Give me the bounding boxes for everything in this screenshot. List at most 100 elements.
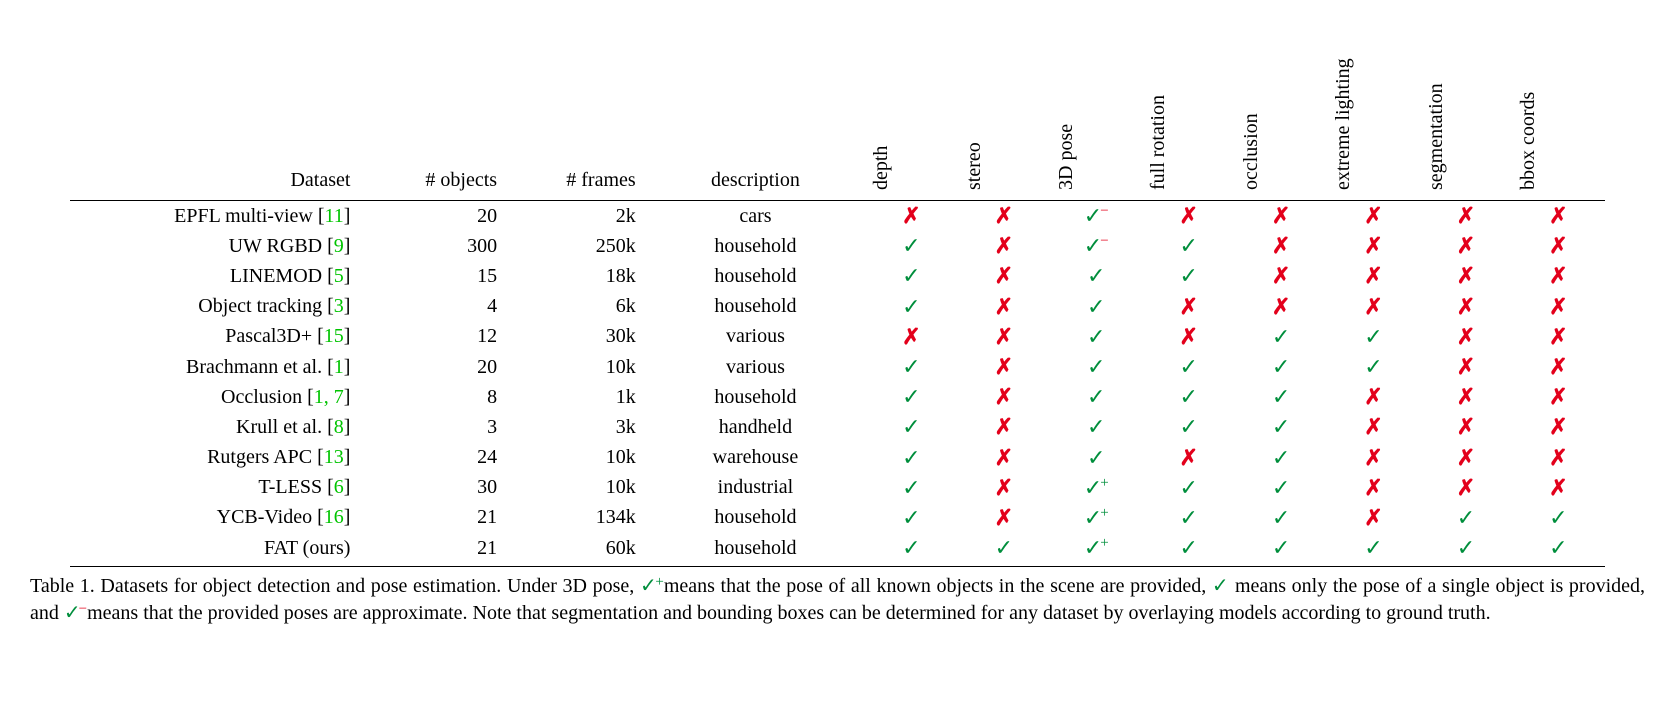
- cross-icon: ✗: [1364, 414, 1382, 439]
- table-row: Object tracking [3]46khousehold✓✗✓✗✗✗✗✗: [70, 292, 1604, 322]
- cell-mark: ✓: [1142, 412, 1234, 442]
- col-header-occlusion: occlusion: [1235, 20, 1327, 201]
- cell-mark: ✗: [958, 352, 1050, 382]
- cell-mark: ✗: [1512, 261, 1604, 291]
- check-icon: ✓: [1179, 505, 1197, 530]
- cross-icon: ✗: [1457, 445, 1475, 470]
- cell-description: cars: [646, 201, 866, 232]
- cell-dataset: Pascal3D+ [15]: [70, 322, 368, 352]
- cell-description: various: [646, 322, 866, 352]
- cell-mark: ✗: [958, 503, 1050, 533]
- check-icon: ✓: [1087, 445, 1105, 470]
- cell-objects: 20: [368, 201, 507, 232]
- caption-text-1: Datasets for object detection and pose e…: [100, 575, 640, 597]
- caption-text-4: means that the provided poses are approx…: [87, 602, 1491, 624]
- cell-mark: ✗: [1142, 292, 1234, 322]
- cell-frames: 134k: [507, 503, 646, 533]
- cross-icon: ✗: [995, 233, 1013, 258]
- cell-mark: ✗: [1142, 322, 1234, 352]
- cell-description: household: [646, 292, 866, 322]
- check-icon: ✓: [1364, 535, 1382, 560]
- cell-mark: ✗: [958, 231, 1050, 261]
- cross-icon: ✗: [1457, 414, 1475, 439]
- cell-description: household: [646, 533, 866, 567]
- cell-mark: ✓: [1327, 533, 1419, 567]
- cell-mark: ✗: [865, 322, 957, 352]
- cell-mark: ✗: [958, 261, 1050, 291]
- check-icon: ✓: [1272, 505, 1290, 530]
- cross-icon: ✗: [1549, 475, 1567, 500]
- cell-mark: ✗: [1420, 322, 1512, 352]
- cell-mark: ✗: [1420, 412, 1512, 442]
- cell-mark: ✓+: [1050, 473, 1142, 503]
- plus-superscript: +: [1100, 505, 1108, 521]
- plus-superscript: +: [1100, 535, 1108, 551]
- cross-icon: ✗: [1549, 354, 1567, 379]
- col-header-extreme-lighting: extreme lighting: [1327, 20, 1419, 201]
- cell-frames: 10k: [507, 473, 646, 503]
- cell-frames: 250k: [507, 231, 646, 261]
- col-header-depth: depth: [865, 20, 957, 201]
- cell-dataset: FAT (ours): [70, 533, 368, 567]
- cross-icon: ✗: [1549, 203, 1567, 228]
- comparison-table-container: Dataset # objects # frames description d…: [30, 20, 1645, 567]
- cross-icon: ✗: [995, 324, 1013, 349]
- cell-objects: 24: [368, 443, 507, 473]
- cell-mark: ✗: [958, 201, 1050, 232]
- cell-mark: ✗: [1327, 201, 1419, 232]
- cell-mark: ✗: [1327, 443, 1419, 473]
- cell-mark: ✓+: [1050, 503, 1142, 533]
- cross-icon: ✗: [1179, 445, 1197, 470]
- cross-icon: ✗: [1364, 475, 1382, 500]
- cell-dataset: UW RGBD [9]: [70, 231, 368, 261]
- cell-mark: ✓: [958, 533, 1050, 567]
- check-icon: ✓: [1549, 535, 1567, 560]
- cell-mark: ✓: [1142, 533, 1234, 567]
- cell-mark: ✗: [1420, 231, 1512, 261]
- citation: 16: [324, 506, 344, 528]
- cell-frames: 1k: [507, 382, 646, 412]
- citation: 6: [334, 476, 344, 498]
- check-icon: ✓: [1549, 505, 1567, 530]
- cell-mark: ✗: [1512, 292, 1604, 322]
- check-icon: ✓: [1272, 384, 1290, 409]
- cross-icon: ✗: [1457, 233, 1475, 258]
- cross-icon: ✗: [995, 263, 1013, 288]
- cell-mark: ✗: [958, 322, 1050, 352]
- cell-mark: ✓+: [1050, 533, 1142, 567]
- cell-mark: ✗: [1142, 201, 1234, 232]
- check-icon: ✓: [1272, 414, 1290, 439]
- cell-mark: ✓: [1050, 352, 1142, 382]
- cell-dataset: Brachmann et al. [1]: [70, 352, 368, 382]
- cross-icon: ✗: [995, 414, 1013, 439]
- cell-mark: ✓: [865, 533, 957, 567]
- check-icon: ✓: [1457, 535, 1475, 560]
- cell-dataset: Occlusion [1, 7]: [70, 382, 368, 412]
- cell-mark: ✗: [958, 382, 1050, 412]
- check-icon: ✓: [1272, 535, 1290, 560]
- cell-frames: 10k: [507, 352, 646, 382]
- cell-mark: ✓: [1235, 443, 1327, 473]
- cell-objects: 20: [368, 352, 507, 382]
- cell-description: household: [646, 503, 866, 533]
- cell-mark: ✓: [865, 352, 957, 382]
- citation: 13: [324, 446, 344, 468]
- minus-superscript: −: [1100, 233, 1108, 249]
- col-header-bbox-coords: bbox coords: [1512, 20, 1604, 201]
- cell-mark: ✗: [1327, 231, 1419, 261]
- cross-icon: ✗: [995, 475, 1013, 500]
- cell-mark: ✗: [1327, 412, 1419, 442]
- cell-objects: 15: [368, 261, 507, 291]
- cell-mark: ✓−: [1050, 201, 1142, 232]
- cell-mark: ✗: [1512, 201, 1604, 232]
- cell-objects: 8: [368, 382, 507, 412]
- cell-mark: ✓: [1235, 533, 1327, 567]
- cross-icon: ✗: [1549, 324, 1567, 349]
- check-icon: ✓: [902, 475, 920, 500]
- cell-mark: ✓: [1142, 503, 1234, 533]
- cross-icon: ✗: [1364, 294, 1382, 319]
- cell-mark: ✗: [1512, 382, 1604, 412]
- check-icon: ✓: [1087, 294, 1105, 319]
- plus-superscript: +: [1100, 475, 1108, 491]
- cell-mark: ✗: [1327, 292, 1419, 322]
